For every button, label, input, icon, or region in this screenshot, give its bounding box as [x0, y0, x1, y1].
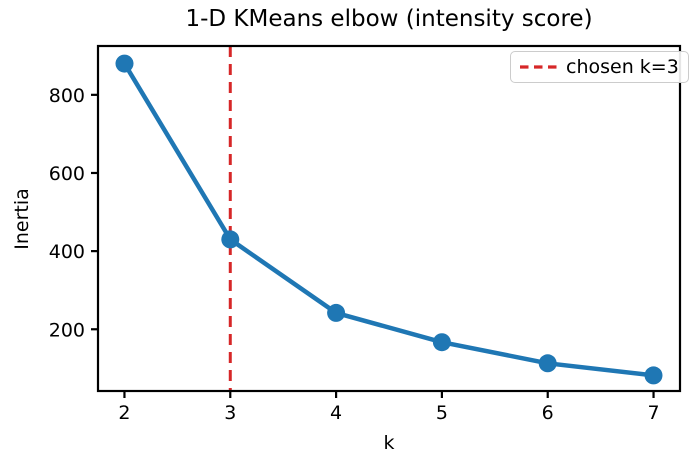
data-point-k4	[327, 303, 346, 322]
y-axis-label: Inertia	[11, 188, 33, 250]
y-tick-label: 400	[49, 241, 85, 263]
legend-dash-icon	[520, 65, 557, 69]
data-point-k3	[221, 230, 240, 249]
x-tick-label: 4	[330, 402, 342, 424]
y-tick-label: 600	[49, 163, 85, 185]
x-tick-label: 2	[118, 402, 130, 424]
x-tick-label: 7	[647, 402, 659, 424]
chart-title: 1-D KMeans elbow (intensity score)	[185, 6, 593, 32]
data-point-k7	[644, 366, 663, 385]
x-tick-label: 6	[542, 402, 554, 424]
axes-frame	[96, 44, 682, 393]
data-point-k6	[538, 354, 557, 373]
data-point-k2	[115, 54, 134, 73]
y-tick-label: 800	[49, 85, 85, 107]
x-tick-label: 5	[436, 402, 448, 424]
inertia-line	[122, 61, 656, 378]
x-tick-label: 3	[224, 402, 236, 424]
legend: chosen k=3	[510, 51, 689, 83]
y-tick-label: 200	[49, 319, 85, 341]
x-axis-label: k	[383, 432, 395, 454]
legend-label: chosen k=3	[566, 56, 679, 78]
data-point-k5	[432, 333, 451, 352]
